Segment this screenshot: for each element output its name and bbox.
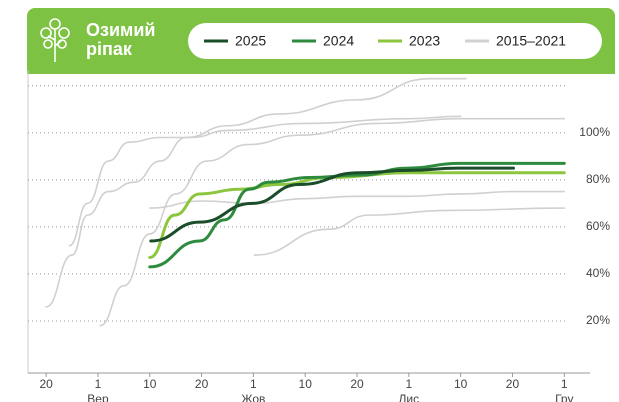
y-tick-label: 20% [586,313,610,327]
series-line [148,190,566,209]
x-tick-label: 10 [143,377,157,391]
legend-label: 2024 [323,33,354,49]
x-tick-label: 20 [195,377,209,391]
x-tick-label: 10 [299,377,313,391]
x-tick-label: 1 [405,377,412,391]
x-month-label: Гру [555,392,573,402]
series-line [148,161,566,269]
legend-label: 2015–2021 [496,33,566,49]
chart-title: Озимий [86,20,155,40]
tree-icon [40,18,70,62]
x-month-label: Лис [399,392,420,402]
series-line [149,166,515,243]
chart-title: ріпак [86,39,133,59]
x-tick-label: 20 [39,377,53,391]
y-tick-label: 80% [586,172,610,186]
y-tick-label: 100% [579,125,610,139]
series-line [148,171,566,259]
x-tick-label: 1 [561,377,568,391]
series-line [253,207,566,256]
header-base [27,60,615,74]
series-line [68,115,462,247]
x-month-label: Вер [87,392,109,402]
y-tick-label: 40% [586,266,610,280]
x-tick-label: 10 [454,377,468,391]
series-line [99,117,566,327]
legend-label: 2025 [235,33,266,49]
x-tick-label: 20 [506,377,520,391]
series-line [45,77,467,308]
x-tick-label: 20 [350,377,364,391]
x-month-label: Жов [241,392,265,402]
x-tick-label: 1 [250,377,257,391]
y-tick-label: 60% [586,219,610,233]
legend-label: 2023 [409,33,440,49]
x-tick-label: 1 [95,377,102,391]
